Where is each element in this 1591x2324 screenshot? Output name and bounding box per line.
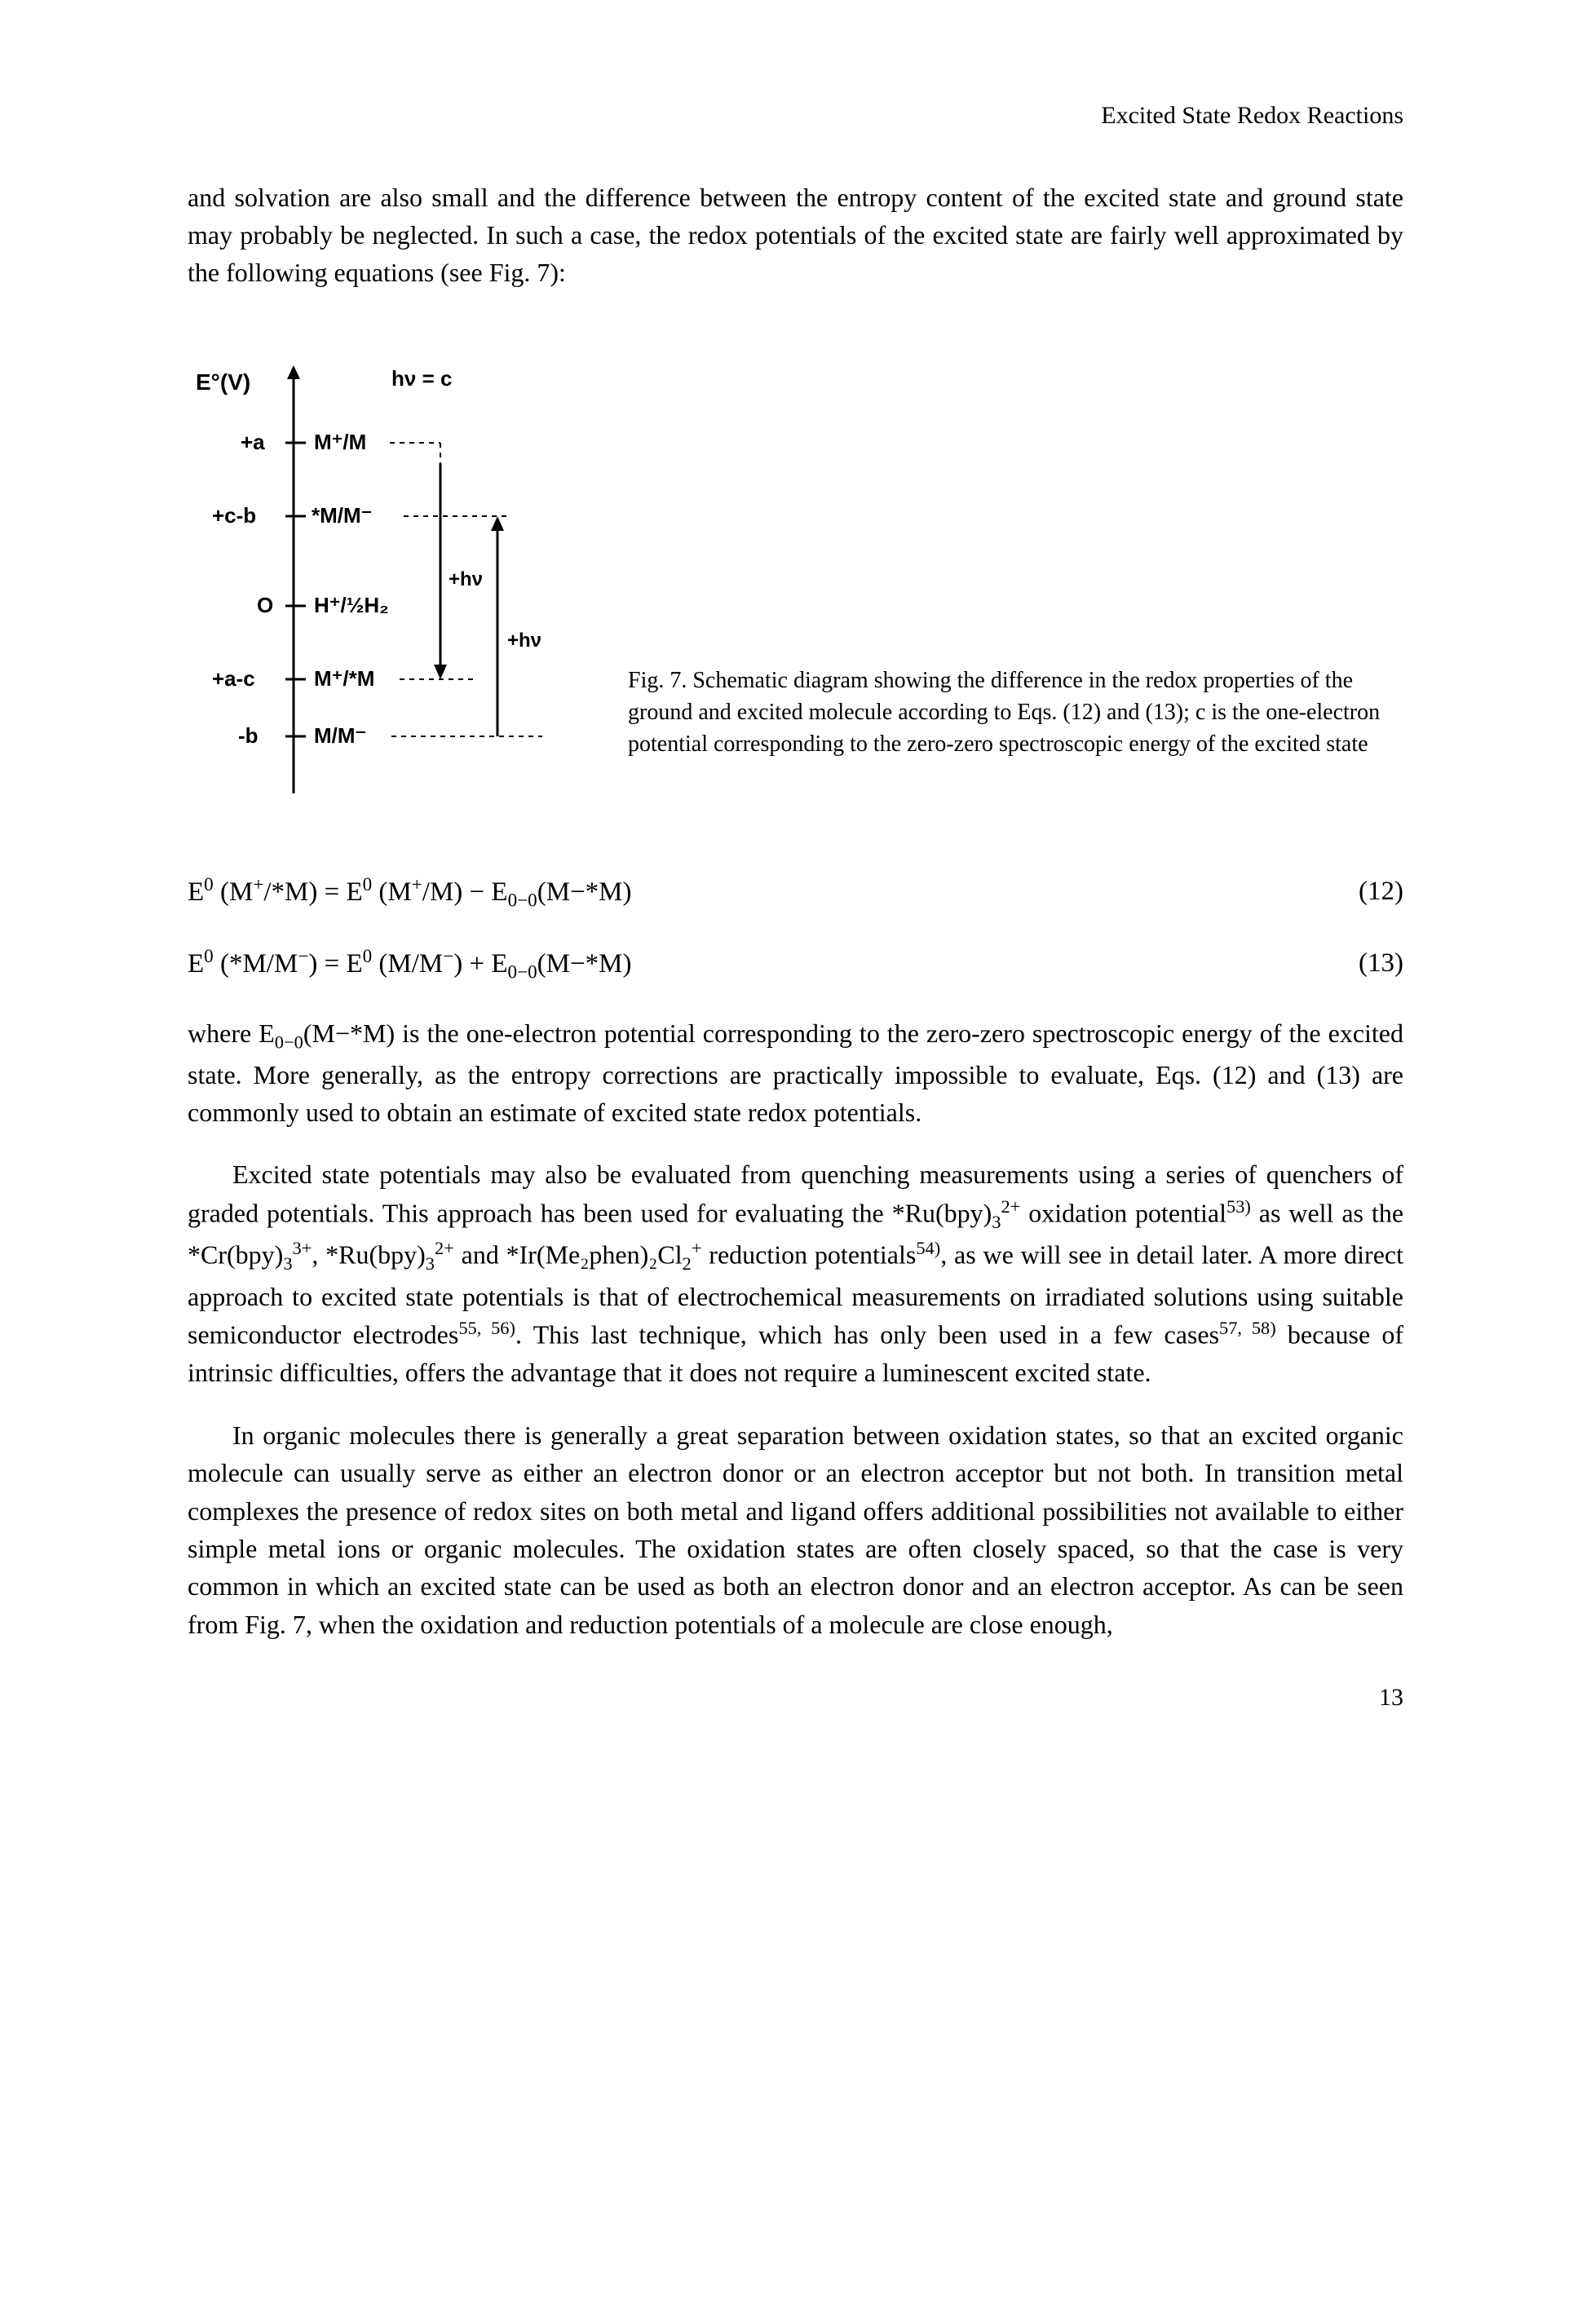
paragraph-organic: In organic molecules there is generally … xyxy=(188,1416,1403,1643)
running-header: Excited State Redox Reactions xyxy=(188,98,1403,134)
hv-c-label: hν = c xyxy=(391,366,452,391)
p2-m7: . This last technique, which has only be… xyxy=(515,1320,1219,1350)
eq12-text: E0 (M+/*M) = E0 (M+/M) − E0−0(M−*M) xyxy=(188,871,631,914)
svg-text:M⁺/M: M⁺/M xyxy=(314,430,366,454)
svg-text:M⁺/*M: M⁺/*M xyxy=(314,666,374,691)
equation-12: E0 (M+/*M) = E0 (M+/M) − E0−0(M−*M) (12) xyxy=(188,871,1403,914)
energy-diagram: E°(V) hν = c +a M⁺/M +c-b *M/M⁻ O H⁺/½H₂ xyxy=(188,361,587,802)
diagram-svg: E°(V) hν = c +a M⁺/M +c-b *M/M⁻ O H⁺/½H₂ xyxy=(188,361,587,802)
svg-text:H⁺/½H₂: H⁺/½H₂ xyxy=(314,593,389,617)
equation-13: E0 (*M/M−) = E0 (M/M−) + E0−0(M−*M) (13) xyxy=(188,943,1403,986)
p2-m1: oxidation potential xyxy=(1020,1199,1226,1228)
svg-text:O: O xyxy=(257,593,273,617)
ref-53: 53) xyxy=(1226,1196,1251,1217)
sub: 3 xyxy=(426,1253,435,1274)
ref-54: 54) xyxy=(916,1238,940,1258)
eq13-text: E0 (*M/M−) = E0 (M/M−) + E0−0(M−*M) xyxy=(188,943,631,986)
svg-text:+hν: +hν xyxy=(507,630,541,652)
paragraph-excited: Excited state potentials may also be eva… xyxy=(188,1155,1403,1391)
sup: 2+ xyxy=(435,1238,454,1258)
page-number: 13 xyxy=(188,1680,1403,1716)
svg-text:+a-c: +a-c xyxy=(212,666,255,691)
ref-55-56: 55, 56) xyxy=(458,1318,515,1338)
intro-paragraph: and solvation are also small and the dif… xyxy=(188,179,1403,292)
figure-7: E°(V) hν = c +a M⁺/M +c-b *M/M⁻ O H⁺/½H₂ xyxy=(188,361,1403,802)
svg-text:-b: -b xyxy=(238,723,259,748)
p2-m3: , *Ru(bpy) xyxy=(312,1240,425,1270)
eq13-num: (13) xyxy=(1359,944,1403,983)
svg-text:+c-b: +c-b xyxy=(212,503,256,528)
svg-text:*M/M⁻: *M/M⁻ xyxy=(312,503,372,528)
sup: 2+ xyxy=(1001,1196,1020,1217)
sub: 3 xyxy=(992,1212,1001,1232)
paragraph-where: where E0−0(M−*M) is the one-electron pot… xyxy=(188,1014,1403,1132)
sub: 2 xyxy=(683,1253,692,1274)
p2-m5: reduction potentials xyxy=(702,1240,917,1270)
svg-text:M/M⁻: M/M⁻ xyxy=(314,723,366,748)
sup: + xyxy=(692,1238,702,1258)
svg-text:+a: +a xyxy=(241,430,265,454)
p2-m4: and *Ir(Me₂phen)₂Cl xyxy=(454,1240,683,1270)
sub: 3 xyxy=(283,1253,292,1274)
figure-caption: Fig. 7. Schematic diagram showing the di… xyxy=(628,665,1403,802)
ref-57-58: 57, 58) xyxy=(1219,1318,1276,1338)
sup: 3+ xyxy=(293,1238,312,1258)
svg-text:+hν: +hν xyxy=(449,568,483,590)
eq12-num: (12) xyxy=(1359,873,1403,912)
y-axis-label: E°(V) xyxy=(196,369,250,395)
